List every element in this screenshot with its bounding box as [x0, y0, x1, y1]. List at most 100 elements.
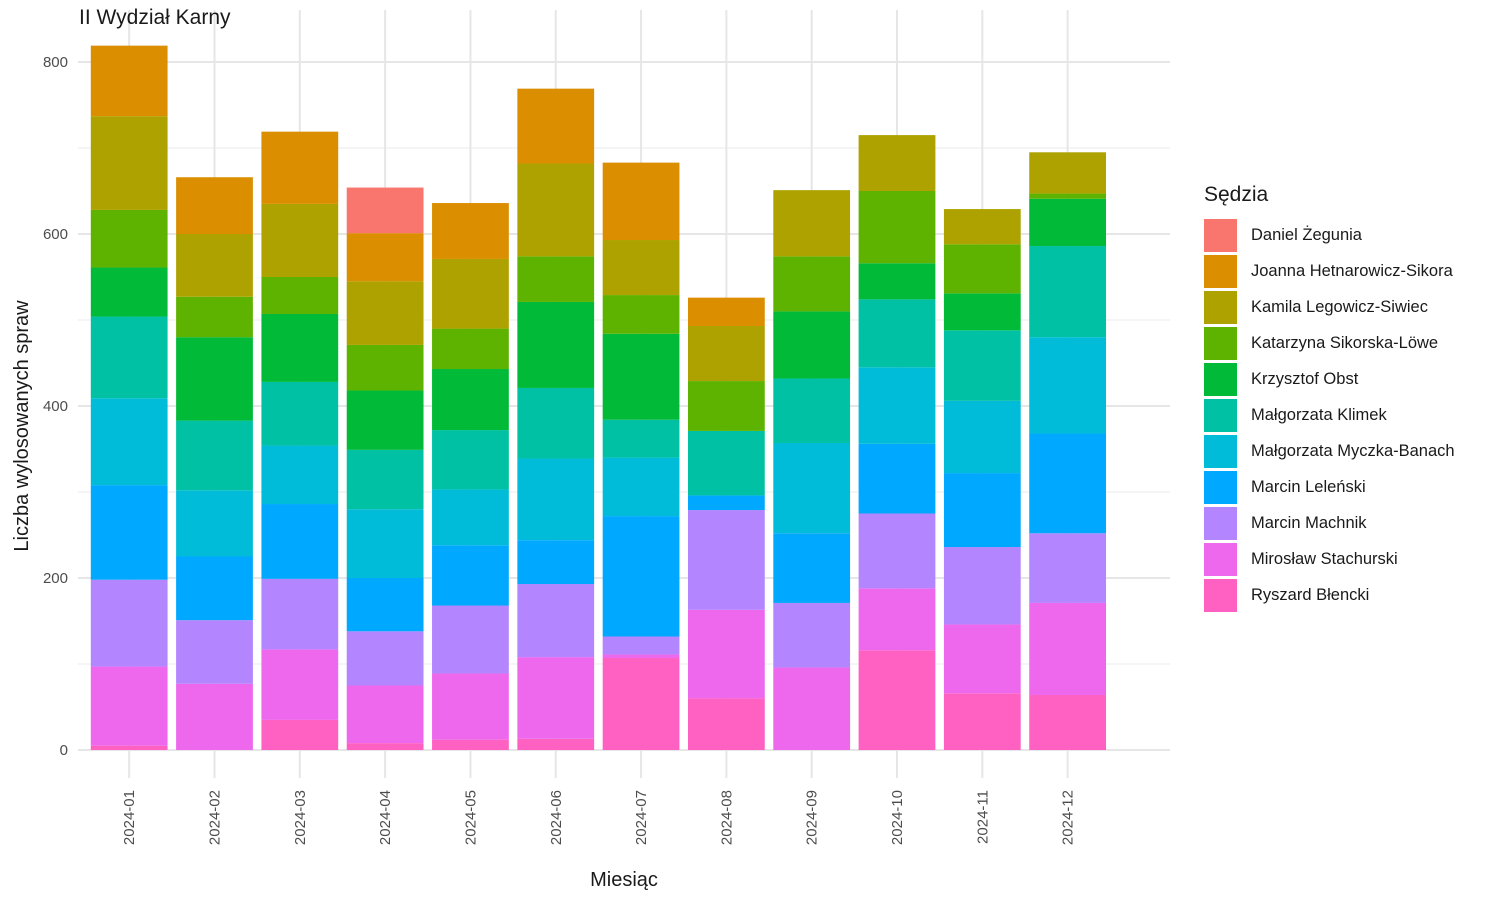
bar-segment — [602, 162, 680, 241]
x-tick-label: 2024-07 — [633, 790, 650, 845]
chart-title: II Wydział Karny — [79, 6, 231, 29]
x-tick-label: 2024-06 — [548, 790, 565, 845]
bar-segment — [858, 367, 936, 444]
legend-item: Marcin Machnik — [1204, 505, 1455, 541]
bar-segment — [261, 203, 339, 277]
bar-segment — [517, 88, 595, 164]
legend-label: Katarzyna Sikorska-Löwe — [1251, 333, 1439, 352]
legend-title: Sędzia — [1204, 183, 1269, 206]
bar-segment — [432, 203, 509, 259]
x-tick-label: 2024-02 — [207, 790, 224, 845]
bar-segment — [687, 326, 765, 382]
bar-segment — [943, 473, 1021, 548]
bar-segment — [90, 398, 168, 486]
bar-segment — [261, 719, 339, 750]
bar-segment — [602, 240, 680, 296]
legend-swatch — [1204, 254, 1237, 288]
legend-item: Katarzyna Sikorska-Löwe — [1204, 325, 1455, 361]
bar-segment — [602, 516, 680, 637]
bar-segment — [261, 578, 339, 650]
bar-segment — [943, 293, 1021, 331]
bar-segment — [943, 244, 1021, 294]
bar-segment — [773, 667, 851, 750]
legend-label: Małgorzata Myczka-Banach — [1251, 441, 1455, 460]
bar-segment — [90, 666, 168, 746]
legend-item: Małgorzata Klimek — [1204, 397, 1455, 433]
legend-swatch — [1204, 326, 1237, 360]
bar-segment — [943, 693, 1021, 750]
legend-swatch — [1204, 218, 1237, 252]
legend-swatch — [1204, 542, 1237, 576]
bar-segment — [346, 449, 424, 510]
bar-segment — [858, 588, 936, 651]
x-axis-title: Miesiąc — [590, 869, 658, 891]
legend-item: Krzysztof Obst — [1204, 361, 1455, 397]
bar-segment — [1029, 533, 1107, 603]
bar-segment — [432, 545, 509, 606]
x-tick-label: 2024-10 — [889, 790, 906, 845]
x-tick-label: 2024-01 — [121, 790, 138, 845]
legend-label: Kamila Legowicz-Siwiec — [1251, 297, 1428, 316]
legend-item: Marcin Leleński — [1204, 469, 1455, 505]
legend-item: Kamila Legowicz-Siwiec — [1204, 289, 1455, 325]
bar-segment — [687, 698, 765, 750]
legend-swatch — [1204, 470, 1237, 504]
bar-segment — [1029, 602, 1107, 695]
bar-segment — [602, 295, 680, 334]
x-tick-label: 2024-12 — [1060, 790, 1077, 845]
bar-segment — [517, 256, 595, 302]
bar-segment — [858, 650, 936, 750]
bar-segment — [943, 547, 1021, 625]
legend-label: Marcin Machnik — [1251, 513, 1367, 532]
bar-segment — [602, 654, 680, 658]
legend: Sędzia Daniel Żegunia Joanna Hetnarowicz-… — [1204, 183, 1455, 613]
bar-segment — [517, 301, 595, 388]
legend-label: Marcin Leleński — [1251, 477, 1366, 496]
bar-segment — [90, 209, 168, 268]
bar-segment — [517, 458, 595, 541]
bar-segment — [858, 443, 936, 514]
legend-swatch — [1204, 434, 1237, 468]
bar-segment — [346, 631, 424, 686]
bar-segment — [90, 316, 168, 399]
bar-segment — [517, 738, 595, 750]
legend-item: Daniel Żegunia — [1204, 217, 1455, 253]
legend-items: Daniel Żegunia Joanna Hetnarowicz-Sikora K… — [1204, 217, 1455, 613]
legend-item: Małgorzata Myczka-Banach — [1204, 433, 1455, 469]
bar-segment — [432, 258, 509, 329]
bar-segment — [858, 263, 936, 300]
legend-swatch — [1204, 290, 1237, 324]
bar-segment — [602, 636, 680, 655]
bar-segment — [346, 578, 424, 632]
bar-segment — [687, 430, 765, 496]
bar-segment — [773, 442, 851, 534]
bar-segment — [943, 624, 1021, 694]
bar-segment — [176, 296, 253, 338]
y-tick-label: 800 — [43, 54, 68, 71]
bar-segment — [943, 400, 1021, 474]
bar-segment — [432, 430, 509, 490]
bar-segment — [1029, 337, 1107, 434]
legend-label: Joanna Hetnarowicz-Sikora — [1251, 261, 1453, 280]
bar-segment — [602, 657, 680, 750]
bar-segment — [687, 510, 765, 610]
bar-segment — [858, 135, 936, 191]
bar-segment — [176, 234, 253, 297]
bar-segment — [773, 311, 851, 379]
bar-segment — [858, 191, 936, 264]
legend-label: Ryszard Błencki — [1251, 585, 1370, 604]
legend-label: Daniel Żegunia — [1251, 225, 1362, 244]
bar-segment — [346, 233, 424, 282]
legend-label: Krzysztof Obst — [1251, 369, 1359, 388]
bar-segment — [773, 533, 851, 603]
bar-segment — [773, 256, 851, 312]
bar-segment — [943, 209, 1021, 245]
bar-segment — [261, 277, 339, 314]
bar-segment — [602, 419, 680, 458]
bar-segment — [858, 299, 936, 368]
bar-segment — [176, 337, 253, 421]
bar-segment — [773, 378, 851, 443]
bar-segment — [346, 344, 424, 391]
bar-segment — [261, 381, 339, 446]
